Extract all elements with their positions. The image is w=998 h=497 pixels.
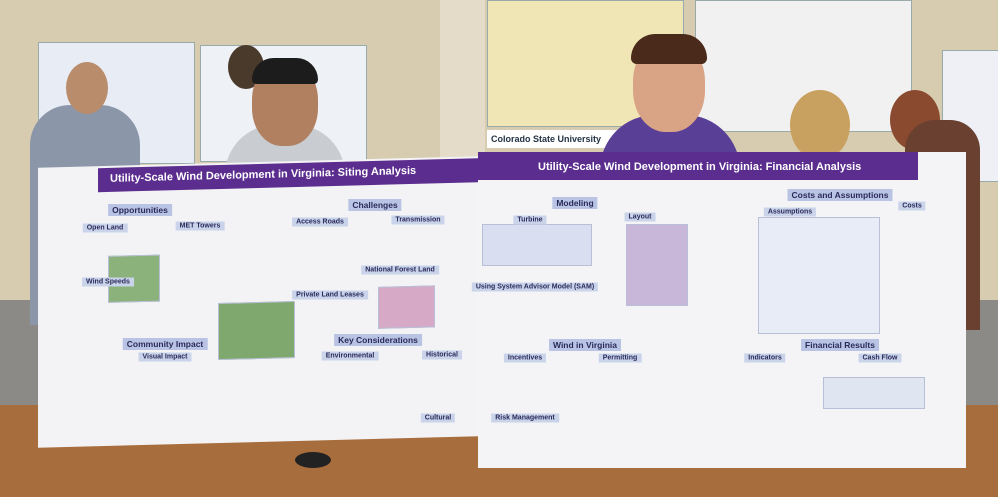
section-heading: Challenges xyxy=(348,199,402,211)
heading: Environmental xyxy=(321,351,379,361)
heading: Using System Advisor Model (SAM) xyxy=(471,282,599,292)
section-heading: Costs and Assumptions xyxy=(787,189,893,201)
hair xyxy=(631,34,707,64)
heading: Layout xyxy=(624,212,656,222)
person-head xyxy=(66,62,108,114)
heading: Visual Impact xyxy=(138,352,192,362)
heading: Permitting xyxy=(598,353,642,363)
banner: Colorado State University xyxy=(487,130,621,148)
section-heading: Key Considerations xyxy=(334,334,422,346)
heading: Open Land xyxy=(82,223,128,233)
poster-title: Utility-Scale Wind Development in Virgin… xyxy=(538,161,862,173)
map xyxy=(626,224,688,306)
section-heading: Modeling xyxy=(552,197,598,209)
heading: Wind Speeds xyxy=(82,277,134,287)
poster-left: Utility-Scale Wind Development in Virgin… xyxy=(38,156,478,448)
map xyxy=(218,301,295,361)
heading: Costs xyxy=(898,201,926,211)
heading: National Forest Land xyxy=(361,265,439,275)
section-heading: Opportunities xyxy=(108,204,172,216)
heading: Historical xyxy=(422,350,462,360)
heading: Cash Flow xyxy=(858,353,902,363)
section-heading: Financial Results xyxy=(801,339,879,351)
heading: Incentives xyxy=(503,353,547,363)
heading: Private Land Leases xyxy=(292,290,368,300)
heading: Access Roads xyxy=(292,217,348,227)
heading: Risk Management xyxy=(491,413,559,423)
chart xyxy=(823,377,925,409)
section-heading: Wind in Virginia xyxy=(549,339,621,351)
table xyxy=(758,217,880,334)
heading: Assumptions xyxy=(763,207,817,217)
heading: Indicators xyxy=(744,353,786,363)
person-head xyxy=(790,90,850,160)
heading: Turbine xyxy=(513,215,547,225)
heading: Cultural xyxy=(420,413,456,423)
heading: Transmission xyxy=(391,215,445,225)
hair xyxy=(252,58,318,84)
map xyxy=(378,285,435,329)
object xyxy=(295,452,331,468)
section-heading: Community Impact xyxy=(122,338,208,350)
heading: MET Towers xyxy=(175,221,225,231)
table xyxy=(482,224,592,266)
title-bar xyxy=(478,152,918,180)
